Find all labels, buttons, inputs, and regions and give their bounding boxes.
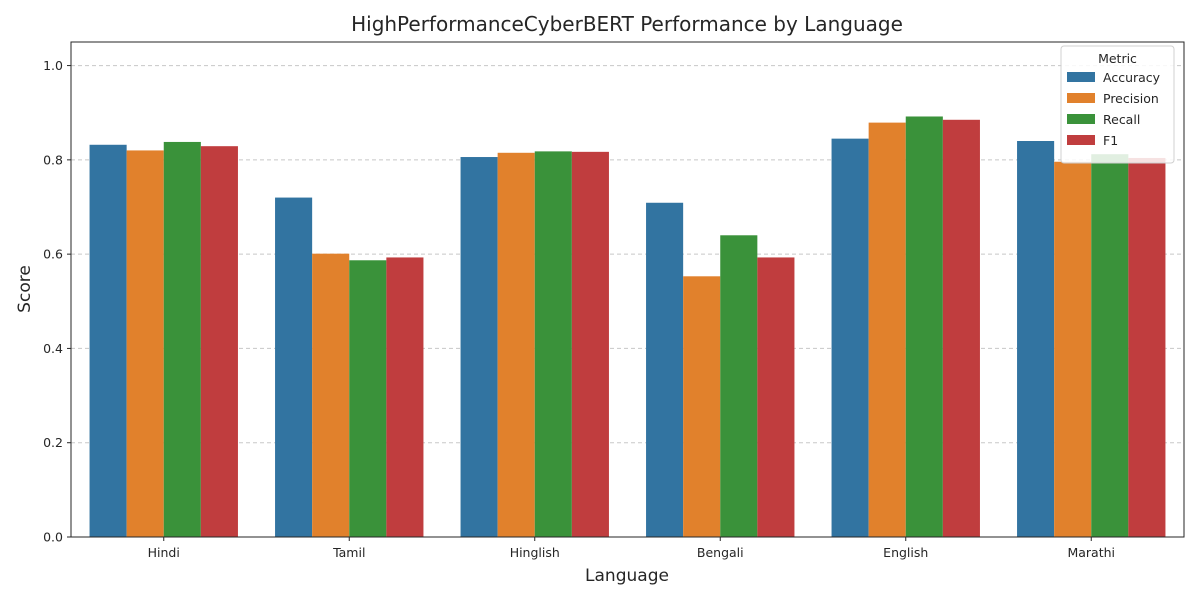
- bar-precision-hindi: [126, 150, 164, 537]
- bar-f1-bengali: [757, 257, 795, 537]
- bar-precision-bengali: [683, 276, 721, 537]
- bar-recall-tamil: [349, 260, 387, 537]
- bar-recall-english: [905, 116, 943, 537]
- bar-recall-hindi: [163, 141, 201, 537]
- y-axis-label: Score: [15, 265, 35, 313]
- bar-recall-bengali: [720, 235, 758, 538]
- bar-accuracy-bengali: [646, 202, 684, 537]
- chart-title: HighPerformanceCyberBERT Performance by …: [351, 12, 903, 36]
- legend: Metric Accuracy Precision Recall F1: [1060, 45, 1175, 164]
- x-tick-label: English: [883, 545, 928, 560]
- bar-accuracy-english: [831, 138, 869, 537]
- legend-swatch-f1: [1067, 135, 1095, 145]
- bar-f1-english: [942, 119, 980, 538]
- bar-recall-hinglish: [534, 151, 572, 537]
- bar-f1-marathi: [1128, 157, 1166, 537]
- x-tick-label: Marathi: [1067, 545, 1115, 560]
- bar-precision-marathi: [1054, 161, 1092, 537]
- y-tick-label: 0.0: [43, 530, 63, 545]
- bar-precision-tamil: [312, 253, 350, 537]
- legend-swatch-precision: [1067, 93, 1095, 103]
- y-tick-label: 0.4: [43, 341, 63, 356]
- bar-precision-english: [868, 122, 906, 537]
- legend-swatch-recall: [1067, 114, 1095, 124]
- x-tick-label: Hindi: [148, 545, 180, 560]
- y-tick-label: 0.8: [43, 152, 63, 167]
- x-tick-label: Hinglish: [510, 545, 560, 560]
- bar-accuracy-hindi: [89, 144, 127, 537]
- bar-f1-hinglish: [571, 151, 609, 538]
- legend-label-precision: Precision: [1103, 91, 1159, 106]
- bar-recall-marathi: [1091, 154, 1129, 537]
- bar-f1-hindi: [200, 146, 238, 537]
- x-axis-label: Language: [585, 566, 669, 586]
- bar-precision-hinglish: [497, 152, 535, 538]
- y-tick-label: 0.6: [43, 247, 63, 262]
- bar-accuracy-marathi: [1017, 141, 1055, 537]
- x-tick-label: Bengali: [697, 545, 744, 560]
- bar-f1-tamil: [386, 257, 424, 537]
- x-tick-label: Tamil: [332, 545, 365, 560]
- legend-label-f1: F1: [1103, 133, 1118, 148]
- legend-label-recall: Recall: [1103, 112, 1140, 127]
- legend-title: Metric: [1098, 51, 1137, 66]
- bar-accuracy-hinglish: [460, 157, 498, 537]
- y-tick-label: 0.2: [43, 435, 63, 450]
- legend-swatch-accuracy: [1067, 72, 1095, 82]
- bar-accuracy-tamil: [275, 197, 313, 538]
- bars-layer: [89, 116, 1166, 538]
- plot-frame: [70, 41, 1185, 538]
- y-tick-label: 1.0: [43, 58, 63, 73]
- legend-label-accuracy: Accuracy: [1103, 70, 1161, 85]
- axes-layer: 0.0 0.2 0.4 0.6 0.8 1.0 Hindi Tamil Hinglish Beng…: [43, 41, 1185, 560]
